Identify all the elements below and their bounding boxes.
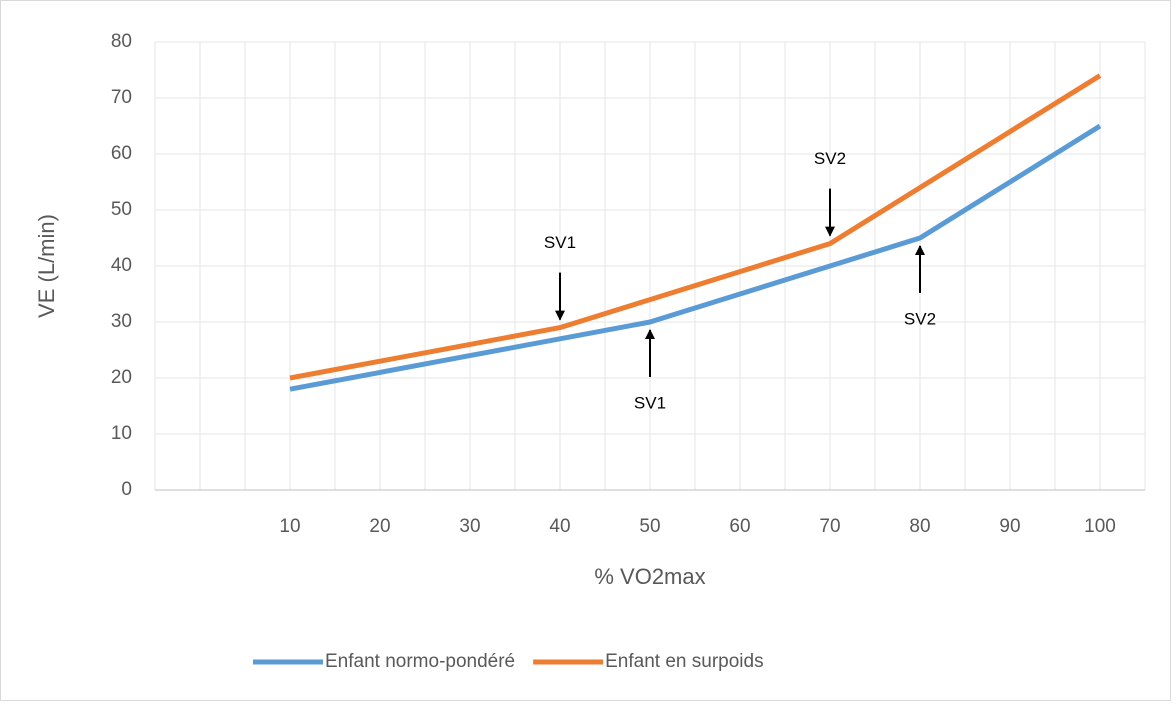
y-tick-label: 20	[111, 367, 132, 388]
legend-label: Enfant en surpoids	[605, 651, 763, 672]
y-tick-label: 70	[111, 87, 132, 108]
y-axis-title: VE (L/min)	[34, 214, 59, 318]
x-tick-label: 60	[729, 516, 750, 537]
legend-label: Enfant normo-pondéré	[325, 651, 515, 672]
y-tick-label: 0	[121, 479, 132, 500]
y-tick-label: 10	[111, 423, 132, 444]
x-tick-label: 80	[909, 516, 930, 537]
annotation: SV1	[634, 329, 666, 412]
annotation: SV1	[544, 233, 576, 321]
x-tick-label: 50	[639, 516, 660, 537]
y-tick-label: 30	[111, 311, 132, 332]
annotation: SV2	[904, 245, 936, 328]
x-tick-label: 30	[459, 516, 480, 537]
x-tick-label: 100	[1084, 516, 1116, 537]
x-axis-title: % VO2max	[594, 564, 705, 589]
y-tick-label: 40	[111, 255, 132, 276]
series-line	[289, 73, 1102, 381]
y-tick-label: 80	[111, 31, 132, 52]
annotation: SV2	[814, 149, 846, 237]
legend-item: Enfant en surpoids	[533, 651, 764, 672]
x-tick-label: 10	[279, 516, 300, 537]
x-tick-label: 70	[819, 516, 840, 537]
annotation-text: SV1	[634, 393, 666, 412]
annotation-text: SV2	[814, 149, 846, 168]
annotation-text: SV1	[544, 233, 576, 252]
annotation-text: SV2	[904, 309, 936, 328]
x-tick-label: 90	[999, 516, 1020, 537]
y-tick-label: 50	[111, 199, 132, 220]
series-line	[289, 123, 1102, 392]
y-tick-label: 60	[111, 143, 132, 164]
legend-item: Enfant normo-pondéré	[253, 651, 515, 672]
x-tick-label: 20	[369, 516, 390, 537]
x-tick-label: 40	[549, 516, 570, 537]
